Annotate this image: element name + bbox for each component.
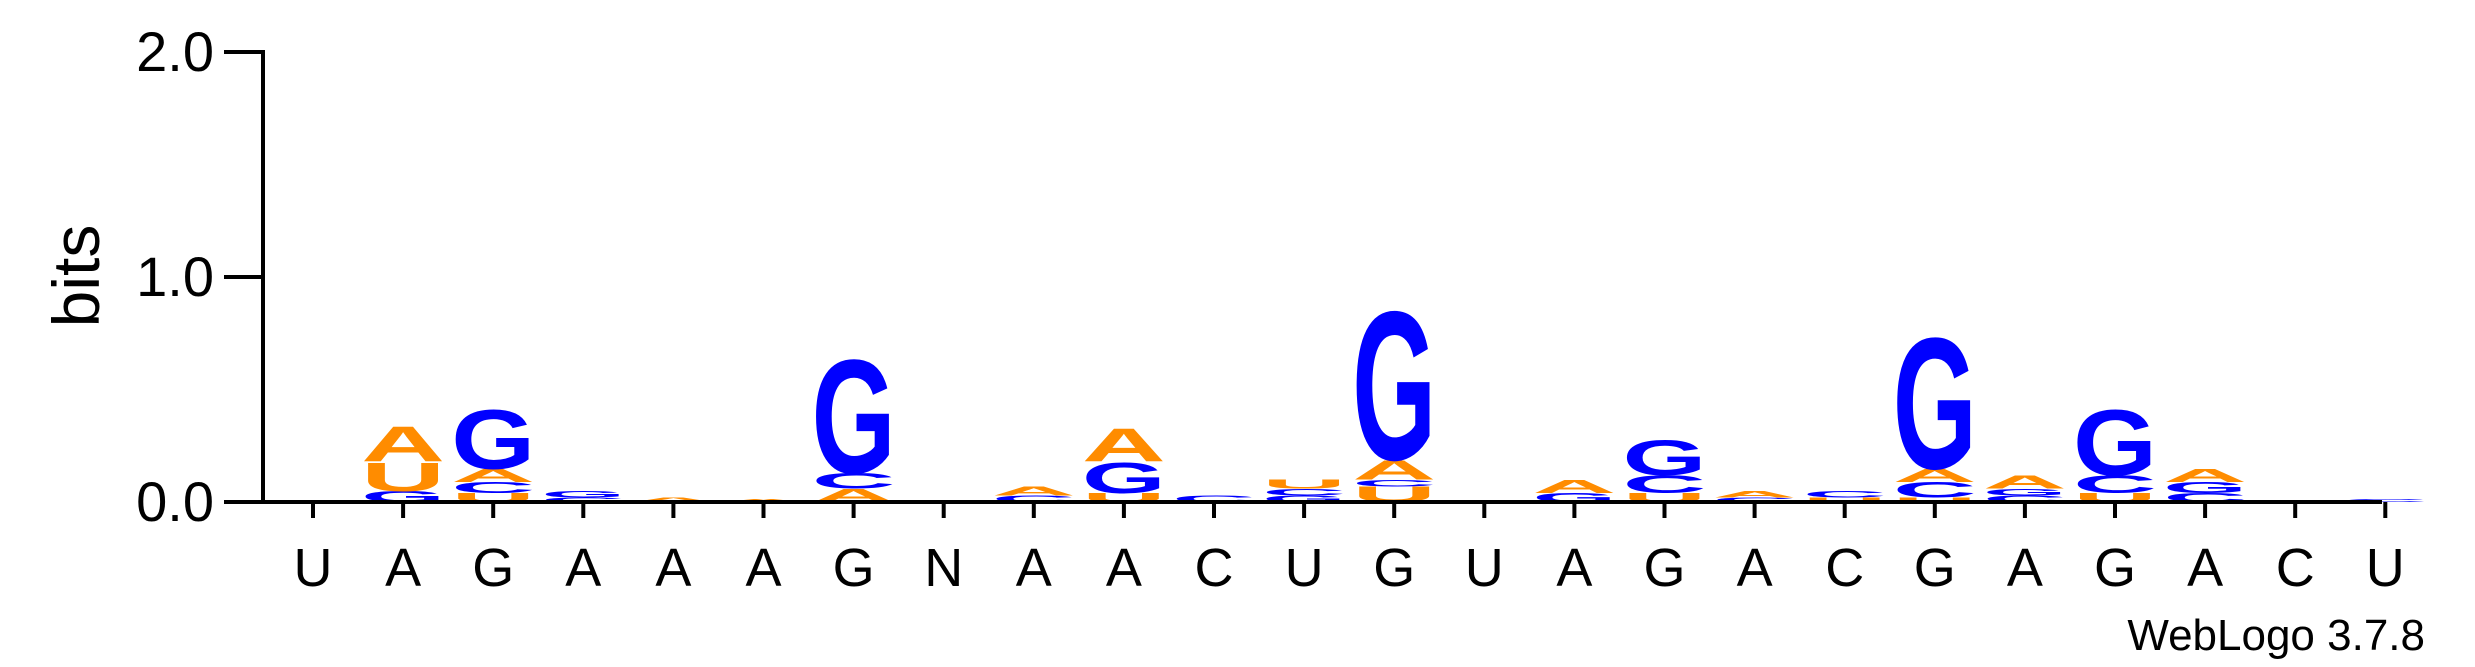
- x-tick-label: C: [1825, 538, 1864, 598]
- x-tick-label: A: [1106, 538, 1142, 598]
- logo-letter-A: A: [1893, 465, 1977, 486]
- x-tick-label: N: [924, 538, 963, 598]
- x-tick-label: C: [2276, 538, 2315, 598]
- x-tick-label: A: [1556, 538, 1592, 598]
- logo-letter-C: C: [1893, 478, 1977, 503]
- x-tick-label: A: [2007, 538, 2043, 598]
- x-tick-label: G: [1373, 538, 1415, 598]
- logo-letter-C: C: [1262, 487, 1346, 497]
- x-tick-label: G: [1643, 538, 1685, 598]
- x-tick-label: G: [472, 538, 514, 598]
- y-tick-label: 0.0: [136, 470, 214, 533]
- logo-letter-G: G: [1082, 454, 1166, 503]
- logo-letter-U: U: [1803, 496, 1887, 503]
- logo-letter-G: G: [541, 489, 625, 499]
- y-axis: 0.0 1.0 2.0: [136, 20, 263, 533]
- y-tick-label: 2.0: [136, 20, 214, 83]
- logo-letter-A: A: [451, 465, 535, 486]
- x-tick-label: A: [1737, 538, 1773, 598]
- logo-letter-C: C: [812, 469, 896, 494]
- logo-letter-G: G: [451, 392, 535, 487]
- logo-letter-C: C: [1803, 489, 1887, 499]
- weblogo-credit: WebLogo 3.7.8: [2127, 611, 2425, 660]
- x-tick-label: A: [745, 538, 781, 598]
- logo-letter-C: C: [1623, 470, 1707, 498]
- x-tick-label: G: [1914, 538, 1956, 598]
- logo-letter-G: G: [2073, 391, 2157, 496]
- logo-letter-G: G: [1352, 266, 1436, 504]
- logo-letter-A: A: [992, 484, 1076, 498]
- x-tick-label: U: [2366, 538, 2405, 598]
- logo-letter-G: G: [2163, 479, 2247, 496]
- x-tick-label: A: [385, 538, 421, 598]
- logo-letter-C: C: [451, 479, 535, 497]
- logo-letter-A: A: [1082, 419, 1166, 471]
- x-tick-label: G: [833, 538, 875, 598]
- x-tick-label: A: [565, 538, 601, 598]
- logo-letter-G: G: [812, 327, 896, 508]
- logo-letter-A: A: [1983, 472, 2067, 493]
- logo-letter-G: G: [1983, 487, 2067, 497]
- logo-letter-U: U: [1262, 477, 1346, 491]
- logo-letter-C: C: [541, 496, 625, 503]
- x-tick-label: A: [2187, 538, 2223, 598]
- logo-letter-A: A: [2163, 465, 2247, 486]
- x-tick-label: U: [294, 538, 333, 598]
- logo-letter-C: C: [1713, 496, 1797, 503]
- logo-letter-C: C: [2073, 470, 2157, 498]
- x-tick-label: C: [1195, 538, 1234, 598]
- logo-letter-C: C: [2343, 498, 2427, 503]
- logo-letter-A: A: [1713, 489, 1797, 499]
- logo-letter-G: G: [1262, 494, 1346, 504]
- logo-letter-U: U: [1893, 496, 1977, 503]
- logo-letter-G: G: [1623, 430, 1707, 486]
- logo-letter-C: C: [1983, 494, 2067, 504]
- logo-letter-A: A: [1352, 454, 1436, 486]
- logo-letter-C: C: [992, 494, 1076, 504]
- x-tick-label: U: [1285, 538, 1324, 598]
- logo-letter-A: A: [1532, 476, 1616, 497]
- x-tick-label: A: [1016, 538, 1052, 598]
- x-tick-label: U: [1465, 538, 1504, 598]
- x-tick-label: G: [2094, 538, 2136, 598]
- y-tick-label: 1.0: [136, 245, 214, 308]
- logo-letter-A: A: [631, 496, 715, 503]
- logo-letter-C: C: [1352, 478, 1436, 488]
- x-tick-label: A: [655, 538, 691, 598]
- logo-letter-A: A: [361, 416, 445, 472]
- logo-letter-U: U: [361, 454, 445, 499]
- logo-letter-C: C: [1172, 494, 1256, 504]
- y-axis-label: bits: [39, 225, 113, 328]
- logo-letter-G: G: [1893, 300, 1977, 508]
